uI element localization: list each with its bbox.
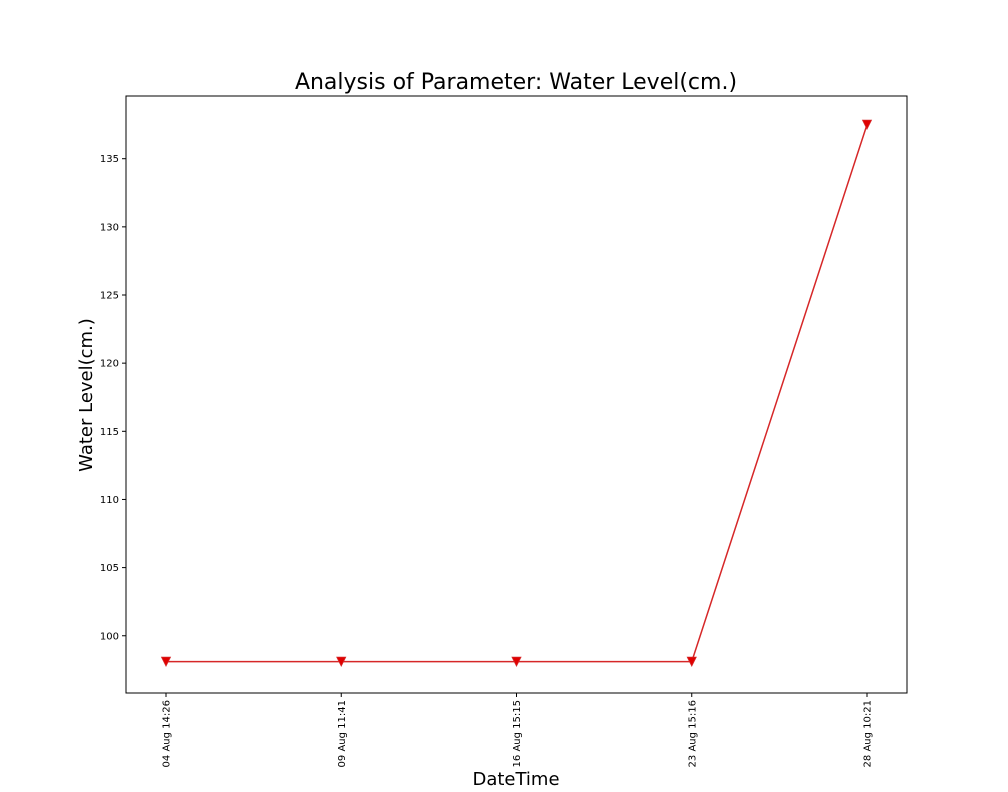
y-tick-label: 125: [100, 291, 119, 302]
x-axis: 04 Aug 14:26 09 Aug 11:41 16 Aug 15:15 23 A…: [162, 693, 874, 767]
x-tick-label: 16 Aug 15:15: [512, 700, 523, 767]
x-axis-label: DateTime: [472, 769, 559, 790]
x-tick-label: 04 Aug 14:26: [162, 700, 173, 767]
chart-title: Analysis of Parameter: Water Level(cm.): [295, 70, 737, 95]
y-tick-label: 110: [100, 495, 119, 506]
y-axis-label: Water Level(cm.): [76, 318, 97, 472]
x-tick-label: 28 Aug 10:21: [863, 700, 874, 767]
series-line: [166, 124, 868, 663]
y-axis: 100 105 110 115 120 125 130 135: [100, 154, 126, 642]
data-point: [511, 656, 522, 668]
y-tick-label: 115: [100, 427, 119, 438]
y-tick-label: 100: [100, 631, 119, 642]
y-tick-label: 135: [100, 154, 119, 165]
x-tick-label: 09 Aug 11:41: [337, 700, 348, 767]
data-point: [686, 656, 697, 668]
y-tick-label: 120: [100, 359, 119, 370]
y-tick-label: 105: [100, 563, 119, 574]
data-point: [861, 119, 873, 131]
plot-area-frame: [125, 95, 908, 694]
series-layer: [160, 119, 873, 668]
data-point: [336, 656, 347, 668]
data-point: [160, 656, 172, 668]
x-tick-label: 23 Aug 15:16: [687, 700, 698, 767]
y-tick-label: 130: [100, 222, 119, 233]
